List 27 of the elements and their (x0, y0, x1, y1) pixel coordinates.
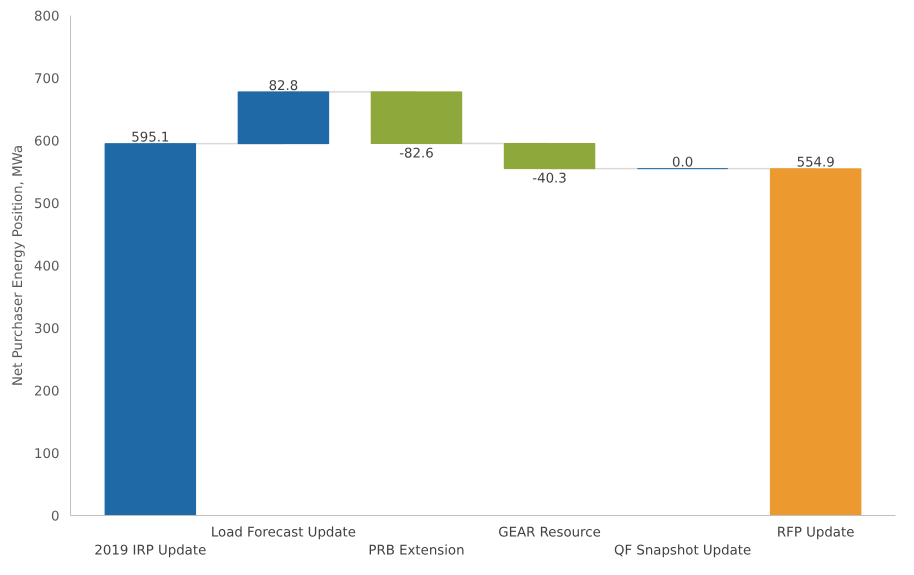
y-tick-label: 500 (34, 197, 60, 212)
y-tick-label: 0 (51, 510, 60, 524)
y-tick-label: 400 (34, 260, 60, 274)
bar (238, 91, 330, 144)
bar (370, 91, 462, 144)
y-tick-label: 300 (34, 322, 60, 337)
data-label: -40.3 (532, 172, 567, 187)
x-tick-label: GEAR Resource (498, 526, 601, 540)
x-tick-label: QF Snapshot Update (614, 544, 752, 558)
y-tick-label: 700 (34, 72, 60, 87)
data-label: 595.1 (131, 130, 170, 146)
x-tick-label: 2019 IRP Update (94, 544, 206, 558)
x-tick-label: PRB Extension (368, 544, 465, 558)
y-tick-label: 800 (34, 10, 60, 24)
y-tick-label: 100 (34, 447, 60, 462)
bar (104, 143, 196, 516)
data-label: 82.8 (268, 78, 298, 94)
bar (504, 142, 596, 170)
y-tick-label: 200 (34, 384, 60, 400)
y-axis-title: Net Purchaser Energy Position, MWa (11, 144, 26, 386)
data-label: 554.9 (796, 156, 835, 171)
bar (770, 168, 862, 516)
x-tick-label: RFP Update (776, 526, 854, 540)
data-label: 0.0 (672, 156, 694, 171)
data-label: -82.6 (399, 146, 434, 162)
y-tick-label: 600 (34, 134, 60, 150)
x-tick-label: Load Forecast Update (210, 526, 356, 540)
